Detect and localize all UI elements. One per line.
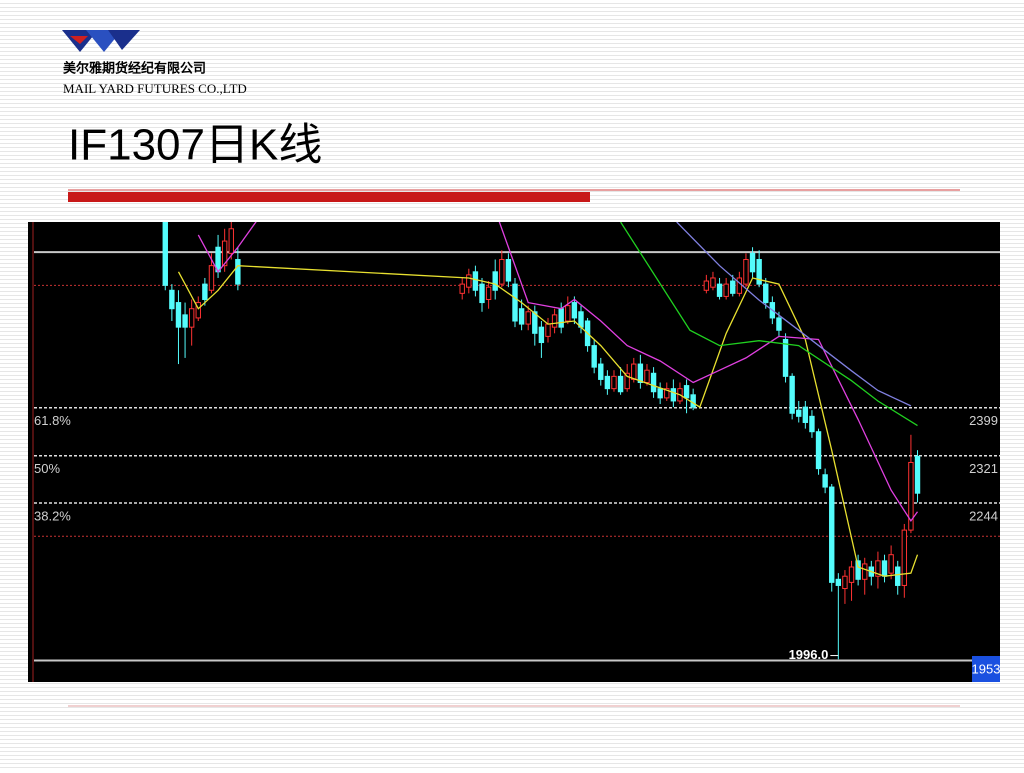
- candle-body: [175, 302, 182, 328]
- candle-body: [631, 363, 637, 380]
- candle-body: [822, 474, 828, 488]
- candle-body: [571, 302, 578, 319]
- candle-body: [730, 280, 736, 294]
- candle-body: [809, 415, 815, 433]
- candle-body: [644, 369, 650, 384]
- candle-body: [914, 455, 921, 494]
- candle-body: [492, 271, 498, 291]
- candle-body: [617, 375, 624, 393]
- candle-body: [895, 566, 901, 586]
- candle-body: [888, 554, 894, 574]
- moving-average: [620, 222, 918, 427]
- candle-body: [479, 283, 485, 304]
- y-tick-label: 1953: [972, 661, 1001, 676]
- candle-body: [835, 578, 842, 586]
- company-cn: 美尔雅期货经纪有限公司: [63, 60, 206, 75]
- candle-body: [716, 283, 723, 297]
- candle-body: [881, 560, 888, 577]
- slide-title: IF1307日K线: [68, 121, 322, 170]
- fib-price: 2244: [969, 508, 998, 523]
- company-en: MAIL YARD FUTURES CO.,LTD: [63, 81, 247, 96]
- candle-body: [796, 409, 802, 417]
- candle-body: [235, 259, 241, 285]
- candle-body: [228, 228, 234, 254]
- candle-body: [162, 222, 168, 286]
- candle-body: [551, 314, 558, 328]
- candle-body: [743, 259, 749, 285]
- candle-body: [664, 388, 670, 399]
- fib-price: 2399: [969, 413, 998, 428]
- candle-body: [690, 394, 696, 408]
- candle-body: [598, 363, 604, 380]
- y-tick-box: [972, 656, 1000, 682]
- red-bar: [68, 192, 590, 202]
- candle-body: [472, 271, 479, 291]
- candle-body: [604, 375, 611, 390]
- candle-body: [169, 289, 175, 310]
- candle-body: [208, 265, 215, 291]
- candle-body: [538, 326, 545, 344]
- candle-body: [901, 529, 908, 586]
- fib-price: 2321: [969, 461, 998, 476]
- candle-body: [611, 375, 617, 390]
- candle-body: [525, 311, 531, 325]
- candle-body: [512, 283, 518, 322]
- logo: [62, 30, 140, 52]
- candle-body: [802, 406, 809, 423]
- candle-body: [670, 388, 677, 402]
- low-label: 1996.0: [789, 647, 829, 662]
- candle-body: [756, 259, 762, 285]
- candle-body: [763, 283, 769, 304]
- moving-average: [197, 222, 919, 523]
- candle-body: [908, 461, 914, 531]
- candle-body: [591, 345, 597, 368]
- candle-body: [736, 277, 743, 294]
- candle-body: [188, 308, 195, 328]
- candle-body: [545, 323, 551, 337]
- candle-body: [499, 259, 505, 285]
- candle-body: [565, 305, 571, 322]
- fib-ratio: 50%: [34, 461, 60, 476]
- candle-body: [485, 286, 492, 300]
- candle-body: [710, 277, 716, 288]
- candle-body: [505, 259, 512, 282]
- candle-body: [532, 311, 538, 334]
- candle-body: [723, 283, 729, 297]
- plot: [34, 222, 1000, 662]
- fib-ratio: 61.8%: [34, 413, 71, 428]
- candle-body: [862, 563, 868, 580]
- candle-body: [855, 560, 861, 580]
- candle-body: [466, 274, 472, 288]
- candle-body: [848, 566, 855, 583]
- candle-body: [221, 240, 228, 267]
- candle-body: [459, 283, 465, 294]
- candle-body: [650, 372, 657, 393]
- candle-body: [875, 560, 881, 577]
- candle-body: [829, 486, 835, 583]
- candle-body: [842, 575, 848, 590]
- candle-body: [624, 372, 630, 390]
- moving-average: [177, 265, 919, 577]
- candle-body: [815, 431, 822, 470]
- candle-body: [558, 308, 564, 328]
- candle-body: [789, 375, 795, 414]
- candle-body: [703, 280, 710, 291]
- candle-body: [657, 388, 663, 399]
- candle-body: [182, 314, 188, 328]
- candle-body: [683, 385, 690, 399]
- candle-body: [749, 252, 756, 273]
- candle-body: [776, 317, 782, 331]
- candle-body: [202, 283, 208, 300]
- moving-average: [676, 222, 912, 407]
- candle-body: [518, 308, 525, 325]
- candle-body: [782, 338, 789, 377]
- fib-ratio: 38.2%: [34, 508, 71, 523]
- candle-body: [637, 363, 644, 384]
- candle-body: [195, 302, 201, 319]
